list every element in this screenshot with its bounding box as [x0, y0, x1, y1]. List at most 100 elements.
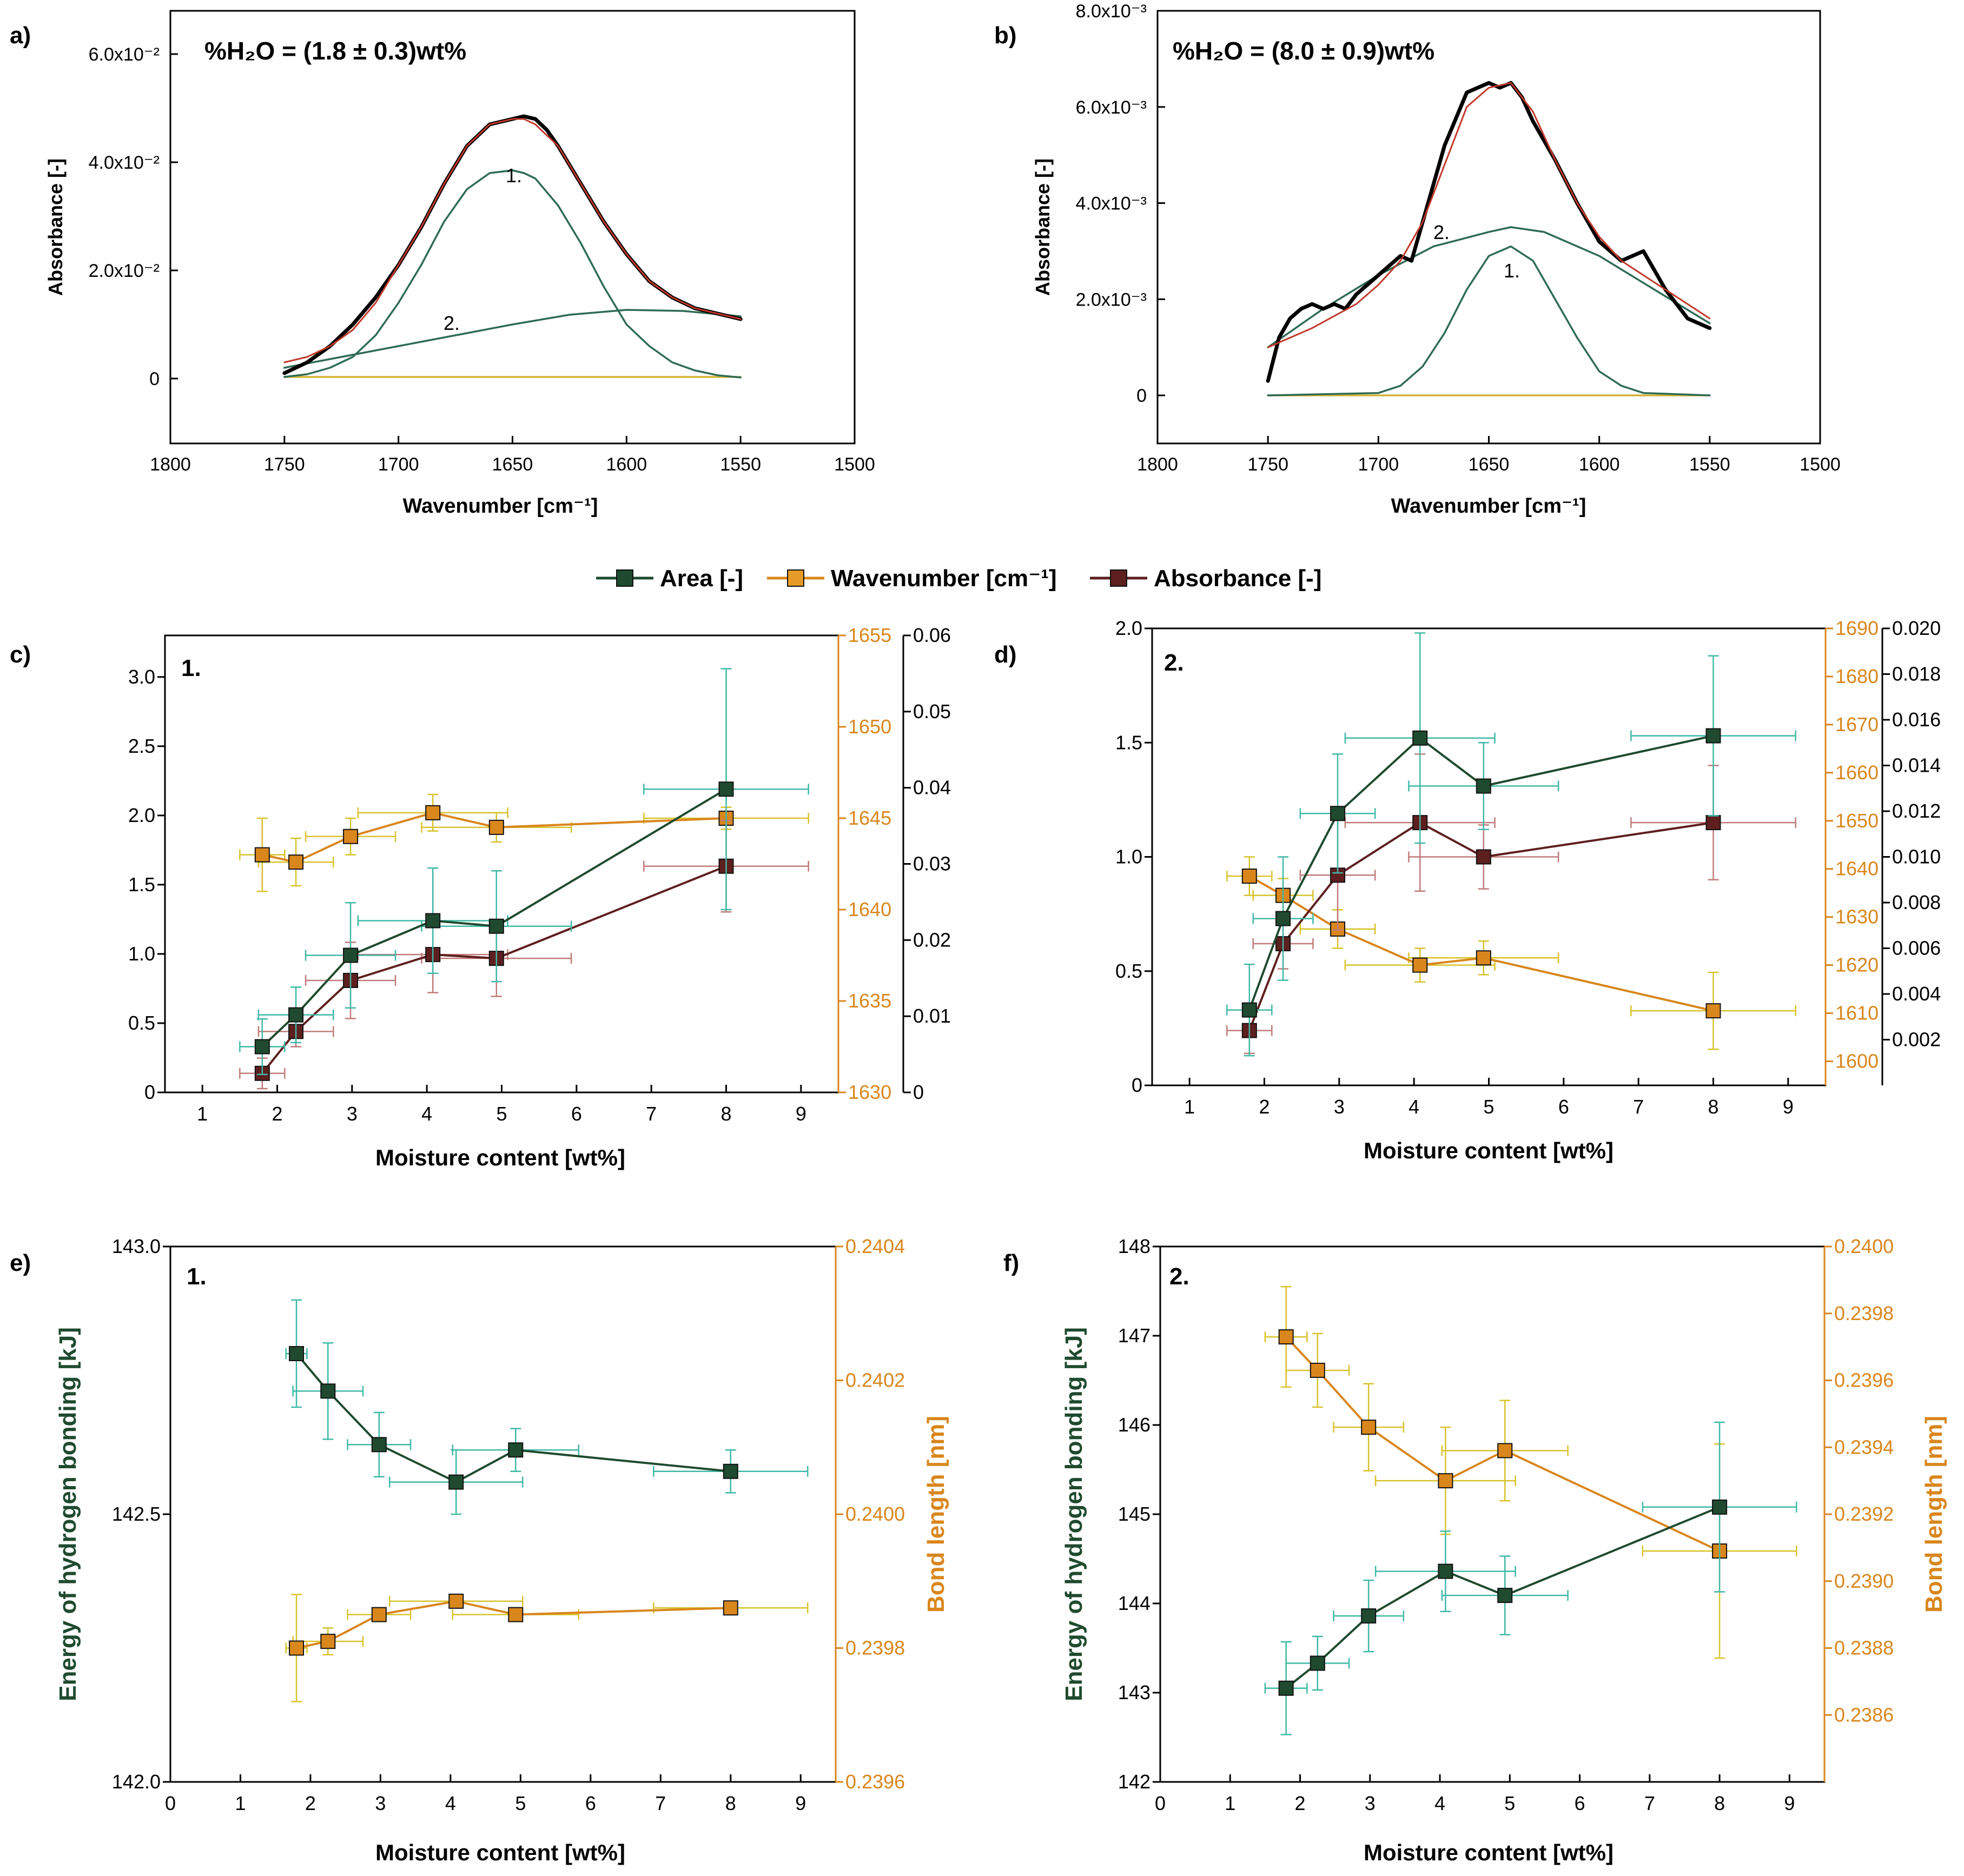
series-peak-1: [283, 169, 742, 379]
x-tick-label: 1800: [1137, 454, 1178, 475]
x-tick-label: 5: [1504, 1792, 1515, 1814]
x-tick-label: 1550: [1689, 454, 1730, 475]
panel-e: e) 1. 0 1 2 3 4 5 6 7 8 9 142.0 142.5 143.0 0.2396 0.2…: [10, 1235, 949, 1865]
area-point: [1705, 728, 1721, 744]
wavenumber-tick-label: 1690: [1835, 617, 1879, 639]
area-point: [1476, 778, 1491, 794]
x-tick-label: 4: [421, 1103, 432, 1125]
panel-a-peak1-label: 1.: [506, 164, 522, 187]
y-tick-label: 2.0x10⁻²: [89, 261, 160, 281]
bond-tick-label: 0.2398: [1834, 1302, 1894, 1324]
panel-f-xlabel: Moisture content [wt%]: [1364, 1840, 1613, 1865]
x-tick-label: 1750: [264, 454, 305, 475]
x-tick-label: 4: [1408, 1096, 1419, 1118]
y-tick-label: 6.0x10⁻²: [89, 44, 160, 65]
x-tick-label: 1700: [378, 454, 419, 475]
energy-tick-label: 148: [1118, 1235, 1150, 1257]
wavenumber-tick-label: 1680: [1835, 665, 1879, 687]
x-tick-label: 7: [1644, 1792, 1655, 1814]
energy-point: [1361, 1608, 1377, 1624]
wavenumber-tick-label: 1640: [1835, 858, 1879, 880]
area-point: [1412, 730, 1428, 746]
panel-a-ylabel: Absorbance [-]: [44, 158, 67, 296]
wavenumber-point: [1241, 869, 1257, 884]
area-tick-label: 0.5: [128, 1012, 155, 1034]
panel-f-y2label: Bond length [nm]: [1921, 1416, 1947, 1613]
x-tick-label: 3: [1334, 1096, 1345, 1118]
bond-point: [1361, 1420, 1377, 1435]
absorbance-tick-label: 0.06: [913, 624, 951, 646]
energy-point: [723, 1463, 738, 1479]
panel-c-label: c): [10, 641, 31, 668]
x-tick-label: 1: [197, 1103, 208, 1125]
absorbance-tick-label: 0.010: [1892, 846, 1941, 868]
absorbance-tick-label: 0.008: [1892, 891, 1941, 913]
panel-e-ylabel: Energy of hydrogen bonding [kJ]: [55, 1327, 81, 1701]
legend-absorbance-label: Absorbance [-]: [1154, 565, 1321, 592]
area-series: [1226, 632, 1796, 1057]
area-line: [1248, 734, 1714, 1011]
x-tick-label: 8: [725, 1792, 736, 1814]
bond-tick-label: 0.2392: [1834, 1503, 1894, 1525]
absorbance-tick-label: 0.002: [1892, 1029, 1941, 1051]
energy-tick-label: 146: [1118, 1414, 1150, 1436]
energy-point: [320, 1383, 336, 1399]
panel-e-label: e): [10, 1250, 31, 1276]
x-tick-label: 9: [1783, 1096, 1794, 1118]
absorbance-line: [261, 865, 727, 1075]
legend-item-wavenumber: Wavenumber [cm⁻¹]: [767, 565, 1057, 592]
x-tick-label: 1700: [1358, 454, 1399, 475]
area-tick-label: 1.5: [128, 873, 155, 896]
panel-f-label: f): [1003, 1250, 1019, 1276]
panel-c-frame: [164, 634, 839, 1093]
panel-b-xlabel: Wavenumber [cm⁻¹]: [1391, 495, 1586, 518]
panel-e-frame: [169, 1245, 837, 1783]
legend-item-absorbance: Absorbance [-]: [1090, 565, 1321, 592]
x-tick-label: 1650: [1469, 454, 1510, 475]
bond-tick-label: 0.2398: [845, 1637, 905, 1659]
bond-tick-label: 0.2396: [1834, 1369, 1894, 1391]
area-point: [343, 947, 359, 963]
x-tick-label: 4: [445, 1792, 456, 1814]
bond-point: [448, 1593, 464, 1609]
energy-tick-label: 142: [1118, 1771, 1150, 1793]
wavenumber-tick-label: 1670: [1835, 713, 1879, 735]
bond-point: [1310, 1362, 1325, 1378]
panel-a: a) %H₂O = (1.8 ± 0.3)wt% 1800 1750 1700 165…: [10, 10, 875, 518]
bond-tick-label: 0.2404: [845, 1235, 905, 1257]
energy-point: [289, 1346, 305, 1361]
series-measured: [1266, 81, 1712, 383]
area-tick-label: 0: [144, 1081, 155, 1103]
energy-point: [1278, 1680, 1294, 1696]
series-fit: [283, 118, 742, 363]
x-tick-label: 1: [1225, 1792, 1235, 1814]
y-tick-label: 4.0x10⁻²: [89, 153, 160, 173]
x-tick-label: 8: [1714, 1792, 1725, 1814]
x-tick-label: 8: [720, 1103, 731, 1125]
panel-c-peak-label: 1.: [181, 655, 201, 681]
wavenumber-point: [425, 805, 441, 820]
panel-a-xlabel: Wavenumber [cm⁻¹]: [403, 495, 598, 518]
wavenumber-tick-label: 1630: [1835, 906, 1879, 928]
absorbance-series: [239, 819, 809, 1090]
energy-point: [371, 1437, 387, 1453]
series-peak-2: [1267, 226, 1711, 348]
wavenumber-tick-label: 1600: [1835, 1050, 1879, 1072]
x-tick-label: 1: [235, 1792, 246, 1814]
x-tick-label: 9: [1784, 1792, 1795, 1814]
wavenumber-tick-label: 1640: [848, 898, 891, 920]
bond-point: [508, 1607, 524, 1622]
bond-tick-label: 0.2390: [1834, 1570, 1894, 1592]
energy-tick-label: 147: [1118, 1324, 1150, 1347]
area-tick-label: 1.5: [1115, 731, 1142, 753]
bond-point: [1278, 1329, 1294, 1345]
area-point: [254, 1039, 270, 1055]
panel-f-peak-label: 2.: [1169, 1263, 1189, 1290]
bond-tick-label: 0.2394: [1834, 1436, 1894, 1458]
x-tick-label: 6: [585, 1792, 596, 1814]
bond-point: [320, 1634, 336, 1649]
wavenumber-tick-label: 1650: [1835, 810, 1879, 832]
panel-b-peak1-label: 1.: [1504, 260, 1520, 282]
wavenumber-point: [1476, 950, 1491, 966]
